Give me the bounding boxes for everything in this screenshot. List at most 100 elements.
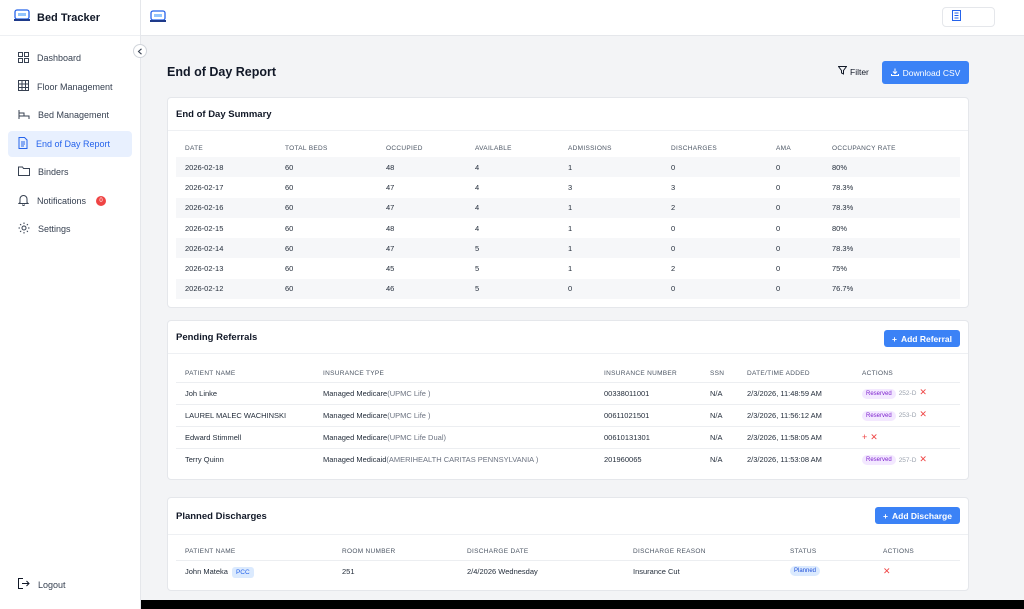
assign-bed-plus-icon[interactable]: +	[862, 431, 868, 442]
referrals-header: Pending Referrals + Add Referral	[168, 321, 968, 354]
delete-x-icon[interactable]: ✕	[919, 453, 927, 464]
table-row: 2026-02-12 60 46 5 0 0 0 76.7%	[176, 278, 960, 300]
table-cell: 80%	[832, 223, 848, 233]
filter-button[interactable]: Filter	[837, 66, 869, 77]
column-header: DISCHARGE DATE	[467, 548, 529, 556]
sidebar-item-label: Notifications	[37, 195, 87, 206]
sidebar-item-label: End of Day Report	[36, 138, 111, 149]
column-header: DISCHARGE REASON	[633, 548, 706, 556]
delete-x-icon[interactable]: ✕	[919, 409, 927, 420]
add-discharge-button[interactable]: + Add Discharge	[875, 507, 960, 524]
patient-name: Terry Quinn	[176, 447, 314, 470]
sidebar-item-binders[interactable]: Binders	[8, 159, 132, 185]
status-cell: Planned	[781, 559, 874, 582]
insurance-number: 00611021501	[595, 403, 701, 426]
table-cell: 0	[767, 238, 823, 259]
patient-name: Edward Stimmell	[176, 425, 314, 448]
add-referral-label: Add Referral	[900, 333, 952, 344]
reserved-badge[interactable]: Reserved	[862, 388, 896, 399]
document-icon	[18, 136, 28, 151]
table-row: LAUREL MALEC WACHINSKI Managed Medicare(U…	[176, 403, 960, 426]
table-cell: 60	[285, 264, 294, 274]
table-row: 2026-02-16 60 47 4 1 2 0 78.3%	[176, 197, 960, 218]
delete-x-icon[interactable]: ✕	[919, 387, 927, 398]
ssn: N/A	[701, 447, 738, 470]
table-cell: 0	[662, 278, 767, 300]
table-cell: 1	[559, 197, 662, 218]
table-cell: 4	[466, 157, 559, 178]
summary-card: End of Day Summary DATE TOTAL BEDS OCCUPIE…	[167, 97, 969, 308]
download-csv-button[interactable]: Download CSV	[882, 61, 969, 84]
collapse-sidebar-button[interactable]	[133, 44, 147, 58]
reserved-badge[interactable]: Reserved	[862, 454, 896, 465]
table-row: 2026-02-15 60 48 4 1 0 0 80%	[176, 218, 960, 238]
summary-title: End of Day Summary	[168, 98, 968, 131]
logout-icon	[18, 578, 30, 591]
sidebar-item-bed-management[interactable]: Bed Management	[8, 102, 132, 128]
reserved-badge[interactable]: Reserved	[862, 410, 896, 421]
column-header: TOTAL BEDS	[285, 145, 328, 152]
table-cell: 78.3%	[823, 238, 960, 259]
table-cell: 2026-02-14	[176, 238, 276, 259]
bed-icon	[18, 109, 30, 122]
date-added: 2/3/2026, 11:58:05 AM	[738, 425, 853, 448]
discharge-date: 2/4/2026 Wednesday	[458, 559, 624, 582]
header-logo-icon[interactable]	[150, 10, 166, 28]
brand[interactable]: Bed Tracker	[0, 0, 140, 36]
column-header: SSN	[710, 370, 725, 378]
column-header: AVAILABLE	[475, 145, 512, 152]
table-cell: 2026-02-18	[176, 157, 276, 178]
plus-icon: +	[892, 333, 897, 344]
table-cell: 0	[776, 182, 781, 192]
download-icon	[890, 68, 899, 78]
sidebar-item-label: Bed Management	[38, 110, 110, 120]
table-row: John Mateka PCC 251 2/4/2026 Wednesday Insur…	[176, 559, 960, 582]
table-row: 2026-02-18 60 48 4 1 0 0 80%	[176, 157, 960, 178]
building-selector-button[interactable]	[942, 7, 995, 27]
dashboard-icon	[18, 51, 29, 65]
chevron-left-icon	[137, 42, 143, 60]
gear-icon	[18, 222, 30, 236]
sidebar-item-floor-management[interactable]: Floor Management	[8, 74, 132, 100]
delete-x-icon[interactable]: ✕	[870, 431, 878, 442]
bed-tracker-logo-icon	[14, 8, 30, 27]
sidebar-item-settings[interactable]: Settings	[8, 216, 132, 242]
add-referral-button[interactable]: + Add Referral	[884, 330, 960, 347]
summary-table: DATE TOTAL BEDS OCCUPIED AVAILABLE ADMISSION…	[176, 140, 960, 300]
table-cell: 60	[285, 223, 294, 233]
column-header: OCCUPANCY RATE	[832, 145, 896, 152]
actions-cell: + ✕	[853, 425, 960, 448]
column-header: DISCHARGES	[671, 145, 717, 152]
download-label: Download CSV	[902, 67, 961, 78]
table-cell: 5	[475, 264, 480, 274]
patient-name: Joh Linke	[176, 381, 314, 404]
table-cell: 2026-02-17	[185, 182, 224, 192]
table-cell: 3	[671, 182, 676, 192]
app-title: Bed Tracker	[37, 11, 100, 24]
insurance-type: Managed Medicaid(AMERIHEALTH CARITAS PEN…	[314, 447, 595, 470]
sidebar-item-label: Floor Management	[37, 81, 113, 92]
table-cell: 78.3%	[823, 197, 960, 218]
insurance-type: Managed Medicare(UPMC Life Dual)	[314, 425, 595, 448]
grid-icon	[18, 80, 29, 93]
filter-icon	[837, 66, 848, 77]
table-cell: 45	[386, 264, 395, 274]
referrals-card: Pending Referrals + Add Referral PATIENT…	[167, 320, 969, 480]
column-header: DATE/TIME ADDED	[747, 370, 810, 378]
table-cell: 60	[285, 182, 294, 192]
column-header: ACTIONS	[883, 548, 914, 556]
table-cell: 0	[559, 278, 662, 300]
column-header: ADMISSIONS	[568, 145, 612, 152]
table-row: 2026-02-13 60 45 5 1 2 0 75%	[176, 258, 960, 278]
sidebar-item-end-of-day-report[interactable]: End of Day Report	[8, 130, 132, 157]
delete-x-icon[interactable]: ✕	[883, 565, 891, 576]
sidebar-item-dashboard[interactable]: Dashboard	[8, 45, 132, 71]
sidebar-item-notifications[interactable]: Notifications 0	[8, 188, 132, 214]
logout-button[interactable]: Logout	[18, 578, 66, 591]
sidebar-item-label: Binders	[38, 167, 69, 177]
column-header: INSURANCE NUMBER	[604, 370, 678, 378]
table-cell: 2026-02-12	[176, 278, 276, 300]
referrals-title: Pending Referrals	[176, 331, 258, 343]
table-cell: 78.3%	[832, 182, 854, 192]
bed-code: 252-D	[898, 390, 917, 398]
